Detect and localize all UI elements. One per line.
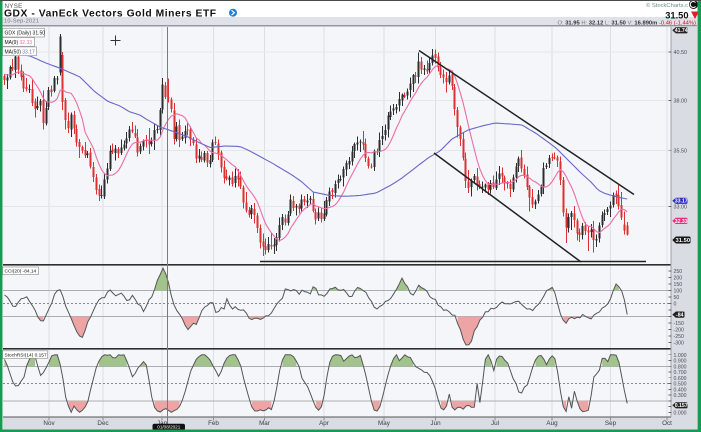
svg-text:Nov: Nov [43,420,55,427]
svg-text:Aug: Aug [546,420,558,427]
svg-text:O: 31.95 H: 32.12 L: 31.50 V:: O: 31.95 H: 32.12 L: 31.50 V: 16.890m -0… [557,20,696,26]
svg-text:Feb: Feb [208,420,219,427]
svg-text:Jul: Jul [491,420,499,427]
svg-text:May: May [378,420,391,427]
svg-text:40.50: 40.50 [674,50,688,56]
svg-text:0.000: 0.000 [674,410,687,416]
svg-text:Sep: Sep [605,420,617,427]
svg-text:0.600: 0.600 [674,376,687,382]
svg-text:35.50: 35.50 [674,148,688,154]
svg-text:Jun: Jun [430,420,441,427]
svg-text:CCI(20) -84.14: CCI(20) -84.14 [5,269,37,275]
svg-text:0.157: 0.157 [675,403,688,409]
svg-text:01/08/2021: 01/08/2021 [157,425,180,430]
svg-text:0.400: 0.400 [674,387,687,393]
svg-text:0.800: 0.800 [674,364,687,370]
svg-text:100: 100 [674,289,683,295]
svg-text:33.00: 33.00 [674,205,688,211]
svg-text:32.33: 32.33 [675,219,688,225]
svg-text:Jan: Jan [157,420,168,427]
svg-text:0.500: 0.500 [674,382,687,388]
svg-text:-300: -300 [674,341,684,347]
svg-text:0.700: 0.700 [674,370,687,376]
svg-text:StochRSI(14) 0.157: StochRSI(14) 0.157 [5,352,47,358]
svg-text:250: 250 [674,269,683,275]
svg-text:GDX - VanEck Vectors Gold Mine: GDX - VanEck Vectors Gold Miners ETF [4,9,217,20]
svg-text:-200: -200 [674,328,684,334]
svg-text:0: 0 [674,302,677,308]
svg-text:MA(50) 33.17: MA(50) 33.17 [5,49,36,55]
svg-text:-150: -150 [674,321,684,327]
svg-text:Apr: Apr [319,420,329,427]
svg-text:31.50: 31.50 [676,238,691,244]
svg-text:GDX (Daily) 31.50: GDX (Daily) 31.50 [5,31,46,37]
svg-text:MA(9) 32.33: MA(9) 32.33 [5,40,33,46]
svg-text:0.300: 0.300 [674,393,687,399]
svg-text:-84: -84 [676,313,684,319]
svg-text:© StockCharts.c: © StockCharts.c [646,2,688,9]
svg-text:50: 50 [674,295,680,301]
svg-text:Dec: Dec [97,420,108,427]
svg-text:150: 150 [674,282,683,288]
svg-text:10-Sep-2021: 10-Sep-2021 [4,19,39,25]
svg-text:31.50: 31.50 [665,11,688,21]
svg-text:33.17: 33.17 [675,199,688,205]
svg-text:0.900: 0.900 [674,359,687,365]
svg-text:41.74: 41.74 [675,28,688,34]
svg-text:38.00: 38.00 [674,99,688,105]
svg-text:Mar: Mar [259,420,270,427]
svg-text:Oct: Oct [662,420,672,427]
svg-text:-250: -250 [674,334,684,340]
svg-text:200: 200 [674,276,683,282]
svg-text:1.000: 1.000 [674,353,687,359]
svg-text:NYSE: NYSE [5,3,23,10]
